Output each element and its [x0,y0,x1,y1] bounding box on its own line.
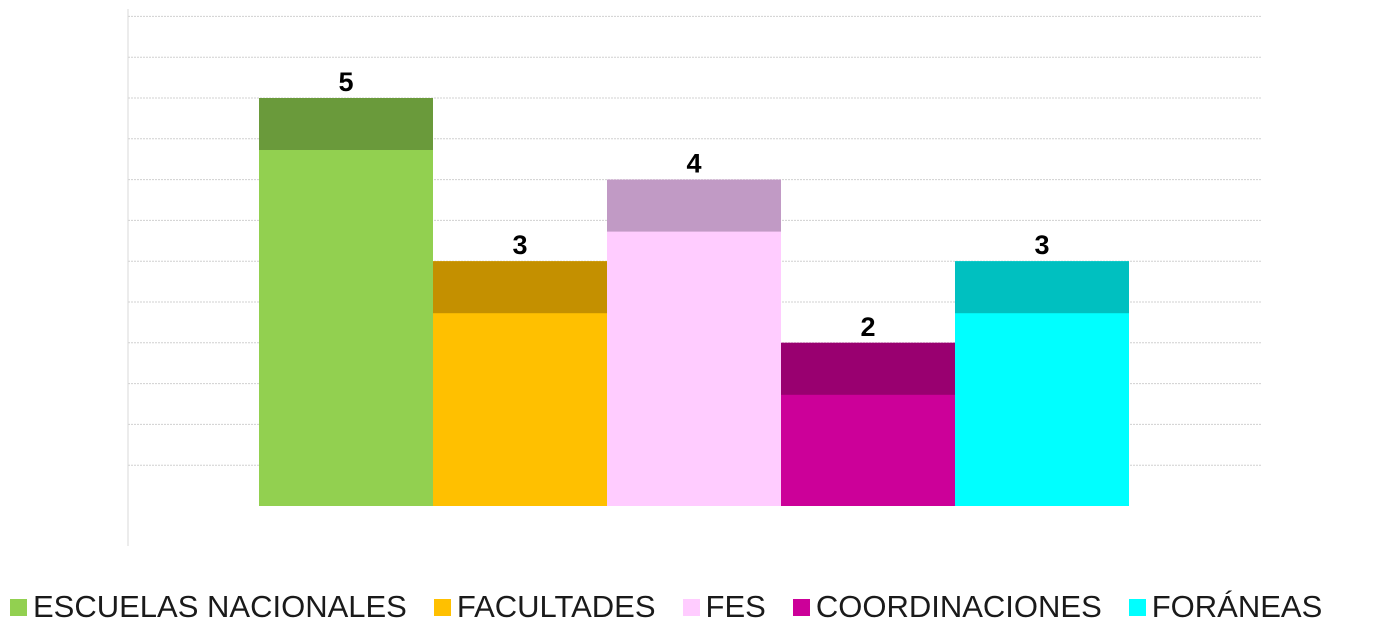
legend-label: COORDINACIONES [815,589,1102,624]
legend-label: ESCUELAS NACIONALES [33,589,407,624]
legend-item-fes: FES [682,589,766,625]
legend-item-escuelas-nacionales: ESCUELAS NACIONALES [10,589,407,625]
legend-swatch [433,598,451,616]
legend-item-foraneas: FORÁNEAS [1128,589,1323,625]
bar-top-band [781,342,955,395]
bar-escuelas-nacionales [259,98,433,506]
data-label: 4 [686,149,701,179]
legend-label: FACULTADES [456,589,656,624]
data-label: 2 [860,312,875,342]
legend-item-coordinaciones: COORDINACIONES [792,589,1102,625]
legend-item-facultades: FACULTADES [433,589,656,625]
bar-top-band [955,261,1129,314]
legend-swatch [682,598,700,616]
bar-top-band [433,261,607,314]
legend-swatch [10,598,27,616]
data-label: 5 [338,67,353,97]
legend-label: FORÁNEAS [1151,589,1323,624]
data-label: 3 [512,230,527,260]
bar-fes [607,179,781,506]
bar-top-band [259,98,433,150]
data-labels: 5 3 4 2 3 [338,67,1049,342]
legend-swatch [792,598,810,616]
legend-label: FES [705,589,766,624]
data-label: 3 [1034,230,1049,260]
bar-top-band [607,179,781,232]
bars [259,98,1129,506]
legend: ESCUELAS NACIONALES FACULTADES FES COORD… [10,585,1322,629]
bar-chart: 5 3 4 2 3 [127,9,1261,546]
legend-swatch [1128,598,1146,616]
